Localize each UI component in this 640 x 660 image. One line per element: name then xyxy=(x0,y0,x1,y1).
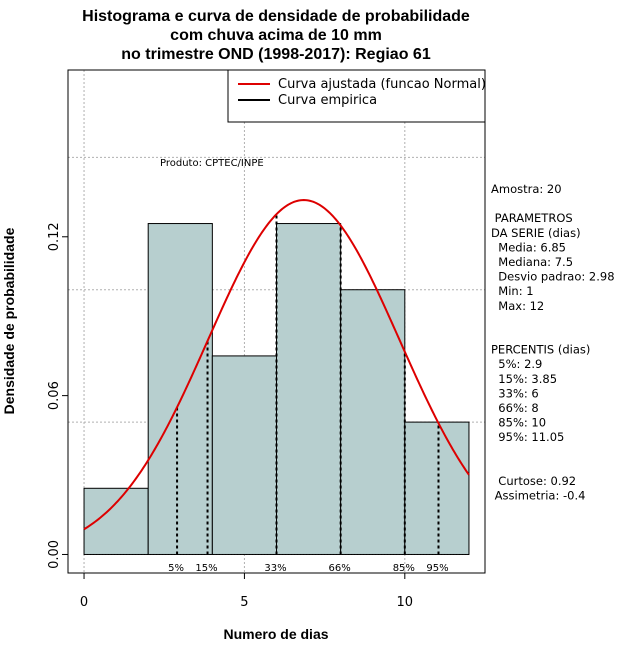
stats-line: Max: 12 xyxy=(491,299,544,313)
chart-title: Histograma e curva de densidade de proba… xyxy=(82,8,470,63)
percentile-label: 66% xyxy=(329,563,351,574)
chart-title-line: no trimestre OND (1998-2017): Regiao 61 xyxy=(121,46,431,63)
x-tick-label: 0 xyxy=(80,595,88,610)
histogram-bar xyxy=(404,421,470,555)
histogram-bar xyxy=(211,355,278,555)
normal-curve-group xyxy=(83,199,470,531)
stats-line: PERCENTIS (dias) xyxy=(491,343,590,357)
stats-line: 85%: 10 xyxy=(491,416,546,430)
stats-line: PARAMETROS xyxy=(491,211,573,225)
stats-line: 33%: 6 xyxy=(491,386,539,400)
stats-line: 95%: 11.05 xyxy=(491,430,564,444)
y-axis-title: Densidade de probabilidade xyxy=(1,227,17,414)
x-axis: 0 5 10 xyxy=(80,572,414,610)
percentile-label: 95% xyxy=(426,563,448,574)
x-axis-title: Numero de dias xyxy=(223,626,328,642)
y-tick-label: 0.00 xyxy=(47,540,62,569)
stats-line: 66%: 8 xyxy=(491,401,539,415)
stats-line: Assimetria: -0.4 xyxy=(491,489,585,503)
stats-line: Media: 6.85 xyxy=(491,240,566,254)
legend-entry: Curva empirica xyxy=(278,93,377,108)
chart-title-line: com chuva acima de 10 mm xyxy=(170,27,382,44)
percentile-lines: 5% 15% 33% 66% 85% 95% xyxy=(168,214,449,574)
percentile-label: 5% xyxy=(168,563,184,574)
stats-line: Amostra: 20 xyxy=(491,182,562,196)
x-tick-label: 5 xyxy=(240,595,248,610)
legend: Curva ajustada (funcao Normal)Curva empi… xyxy=(227,69,486,123)
stats-line: 15%: 3.85 xyxy=(491,372,557,386)
y-tick-label: 0.06 xyxy=(47,381,62,410)
legend-box xyxy=(227,69,486,123)
x-tick-label: 10 xyxy=(397,595,414,610)
stats-line: Min: 1 xyxy=(491,284,534,298)
percentile-label: 85% xyxy=(393,563,415,574)
normal-curve xyxy=(83,199,470,531)
chart-title-line: Histograma e curva de densidade de proba… xyxy=(82,8,470,25)
stats-line: Curtose: 0.92 xyxy=(491,474,576,488)
stats-line: DA SERIE (dias) xyxy=(491,226,581,240)
legend-entry: Curva ajustada (funcao Normal) xyxy=(278,77,486,92)
y-tick-label: 0.12 xyxy=(47,222,62,251)
histogram-bar xyxy=(147,223,213,555)
histogram-bar xyxy=(83,487,149,555)
y-axis: 0.00 0.06 0.12 xyxy=(47,222,69,569)
percentile-label: 33% xyxy=(264,563,286,574)
percentile-label: 15% xyxy=(195,563,217,574)
stats-line: 5%: 2.9 xyxy=(491,357,542,371)
histogram-bar xyxy=(276,223,342,555)
stats-line: Mediana: 7.5 xyxy=(491,255,573,269)
stats-line: Desvio padrao: 2.98 xyxy=(491,270,615,284)
product-annotation: Produto: CPTEC/INPE xyxy=(160,158,264,169)
